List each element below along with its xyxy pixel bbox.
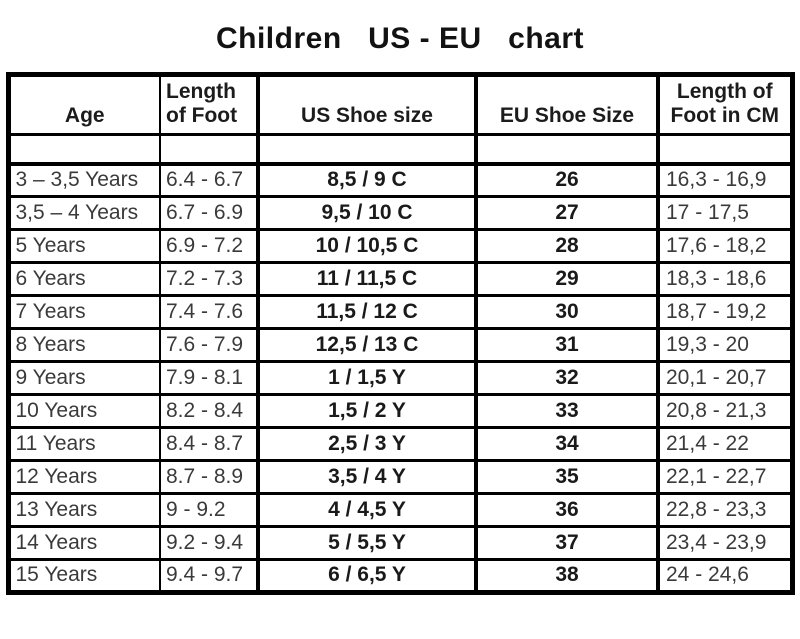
cell-eu-size: 37: [474, 525, 660, 561]
empty-cell: [656, 133, 794, 166]
cell-foot: 7.6 - 7.9: [159, 327, 260, 363]
cell-foot: 7.9 - 8.1: [159, 360, 260, 396]
cell-foot-cm: 22,1 - 22,7: [656, 459, 794, 495]
cell-foot: 6.4 - 6.7: [159, 162, 260, 198]
page-title: Children US - EU chart: [215, 22, 585, 55]
cell-foot-cm: 18,3 - 18,6: [656, 261, 794, 297]
header-row: Age Length of Foot US Shoe size EU Shoe …: [6, 73, 794, 136]
table-row: 10 Years 8.2 - 8.4 1,5 / 2 Y 33 20,8 - 2…: [6, 393, 794, 429]
cell-eu-size: 33: [474, 393, 660, 429]
spacer-row: [6, 133, 794, 166]
cell-us-size: 12,5 / 13 C: [256, 327, 478, 363]
empty-cell: [256, 133, 478, 166]
cell-foot-cm: 18,7 - 19,2: [656, 294, 794, 330]
cell-foot: 9.4 - 9.7: [159, 558, 260, 594]
cell-age: 9 Years: [6, 360, 161, 396]
cell-foot-cm: 20,8 - 21,3: [656, 393, 794, 429]
table-row: 12 Years 8.7 - 8.9 3,5 / 4 Y 35 22,1 - 2…: [6, 459, 794, 495]
cell-eu-size: 28: [474, 228, 660, 264]
cell-foot-cm: 22,8 - 23,3: [656, 492, 794, 528]
cell-us-size: 1,5 / 2 Y: [256, 393, 478, 429]
cell-foot-cm: 16,3 - 16,9: [656, 162, 794, 198]
table-row: 7 Years 7.4 - 7.6 11,5 / 12 C 30 18,7 - …: [6, 294, 794, 330]
table-row: 11 Years 8.4 - 8.7 2,5 / 3 Y 34 21,4 - 2…: [6, 426, 794, 462]
cell-foot: 8.2 - 8.4: [159, 393, 260, 429]
cell-us-size: 8,5 / 9 C: [256, 162, 478, 198]
cell-eu-size: 31: [474, 327, 660, 363]
header-foot-cm: Length of Foot in CM: [656, 73, 794, 136]
cell-us-size: 3,5 / 4 Y: [256, 459, 478, 495]
empty-cell: [6, 133, 161, 166]
cell-foot: 8.7 - 8.9: [159, 459, 260, 495]
cell-foot: 7.2 - 7.3: [159, 261, 260, 297]
empty-cell: [159, 133, 260, 166]
cell-foot: 9.2 - 9.4: [159, 525, 260, 561]
table-row: 9 Years 7.9 - 8.1 1 / 1,5 Y 32 20,1 - 20…: [6, 360, 794, 396]
cell-foot: 9 - 9.2: [159, 492, 260, 528]
table-row: 6 Years 7.2 - 7.3 11 / 11,5 C 29 18,3 - …: [6, 261, 794, 297]
cell-age: 3 – 3,5 Years: [6, 162, 161, 198]
cell-foot-cm: 17 - 17,5: [656, 195, 794, 231]
cell-eu-size: 26: [474, 162, 660, 198]
cell-foot-cm: 21,4 - 22: [656, 426, 794, 462]
cell-eu-size: 30: [474, 294, 660, 330]
cell-us-size: 1 / 1,5 Y: [256, 360, 478, 396]
cell-us-size: 10 / 10,5 C: [256, 228, 478, 264]
cell-us-size: 11,5 / 12 C: [256, 294, 478, 330]
cell-eu-size: 27: [474, 195, 660, 231]
table-row: 15 Years 9.4 - 9.7 6 / 6,5 Y 38 24 - 24,…: [6, 558, 794, 594]
cell-age: 13 Years: [6, 492, 161, 528]
cell-foot: 7.4 - 7.6: [159, 294, 260, 330]
cell-us-size: 2,5 / 3 Y: [256, 426, 478, 462]
cell-foot-cm: 17,6 - 18,2: [656, 228, 794, 264]
cell-us-size: 9,5 / 10 C: [256, 195, 478, 231]
cell-us-size: 5 / 5,5 Y: [256, 525, 478, 561]
table-body: 3 – 3,5 Years 6.4 - 6.7 8,5 / 9 C 26 16,…: [6, 162, 794, 594]
cell-us-size: 11 / 11,5 C: [256, 261, 478, 297]
cell-age: 14 Years: [6, 525, 161, 561]
cell-eu-size: 38: [474, 558, 660, 594]
cell-eu-size: 35: [474, 459, 660, 495]
cell-age: 5 Years: [6, 228, 161, 264]
cell-us-size: 4 / 4,5 Y: [256, 492, 478, 528]
header-us-size: US Shoe size: [256, 73, 478, 136]
cell-foot: 6.7 - 6.9: [159, 195, 260, 231]
table-row: 8 Years 7.6 - 7.9 12,5 / 13 C 31 19,3 - …: [6, 327, 794, 363]
cell-age: 10 Years: [6, 393, 161, 429]
table-row: 14 Years 9.2 - 9.4 5 / 5,5 Y 37 23,4 - 2…: [6, 525, 794, 561]
table-row: 5 Years 6.9 - 7.2 10 / 10,5 C 28 17,6 - …: [6, 228, 794, 264]
cell-age: 7 Years: [6, 294, 161, 330]
cell-eu-size: 34: [474, 426, 660, 462]
cell-age: 12 Years: [6, 459, 161, 495]
cell-us-size: 6 / 6,5 Y: [256, 558, 478, 594]
cell-foot-cm: 24 - 24,6: [656, 558, 794, 594]
table-row: 3,5 – 4 Years 6.7 - 6.9 9,5 / 10 C 27 17…: [6, 195, 794, 231]
cell-foot-cm: 19,3 - 20: [656, 327, 794, 363]
cell-eu-size: 32: [474, 360, 660, 396]
cell-age: 11 Years: [6, 426, 161, 462]
header-age: Age: [6, 73, 161, 136]
cell-eu-size: 29: [474, 261, 660, 297]
cell-age: 8 Years: [6, 327, 161, 363]
cell-foot-cm: 20,1 - 20,7: [656, 360, 794, 396]
cell-eu-size: 36: [474, 492, 660, 528]
size-chart-table: Age Length of Foot US Shoe size EU Shoe …: [5, 72, 795, 595]
header-eu-size: EU Shoe Size: [474, 73, 660, 136]
table-row: 3 – 3,5 Years 6.4 - 6.7 8,5 / 9 C 26 16,…: [6, 162, 794, 198]
cell-foot: 8.4 - 8.7: [159, 426, 260, 462]
cell-age: 6 Years: [6, 261, 161, 297]
cell-foot: 6.9 - 7.2: [159, 228, 260, 264]
cell-age: 15 Years: [6, 558, 161, 594]
cell-foot-cm: 23,4 - 23,9: [656, 525, 794, 561]
empty-cell: [474, 133, 660, 166]
table-row: 13 Years 9 - 9.2 4 / 4,5 Y 36 22,8 - 23,…: [6, 492, 794, 528]
cell-age: 3,5 – 4 Years: [6, 195, 161, 231]
header-length-foot: Length of Foot: [159, 73, 260, 136]
